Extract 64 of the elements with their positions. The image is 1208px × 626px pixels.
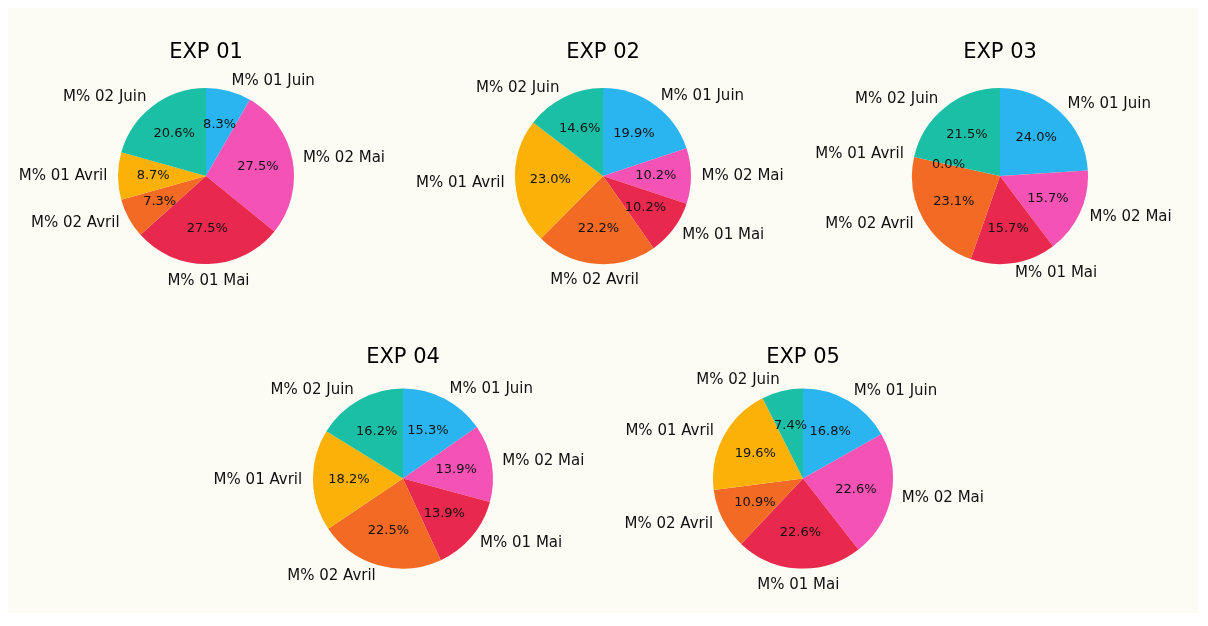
data-label: 16.2% (356, 422, 398, 438)
data-label: 15.7% (1027, 189, 1069, 205)
data-label: 21.5% (946, 126, 988, 142)
slice-label: M% 01 Mai (1015, 263, 1098, 282)
chart-title: EXP 05 (766, 344, 840, 369)
data-label: 10.2% (635, 167, 677, 183)
data-label: 18.2% (328, 470, 370, 486)
slice-label: M% 01 Juin (449, 379, 534, 398)
data-label: 23.1% (933, 193, 975, 209)
data-label: 8.3% (203, 116, 237, 132)
data-label: 22.6% (779, 523, 822, 539)
slice-label: M% 02 Avril (550, 270, 639, 289)
data-label: 22.5% (367, 521, 410, 537)
chart-title: EXP 04 (366, 344, 440, 369)
slice-label: M% 02 Juin (63, 87, 147, 106)
chart-title: EXP 02 (566, 39, 640, 64)
data-label: 14.6% (558, 120, 601, 136)
slice-label: M% 02 Mai (1089, 207, 1172, 226)
data-label: 10.9% (734, 494, 776, 510)
slice-label: M% 01 Avril (625, 421, 715, 440)
data-label: 23.0% (529, 171, 571, 187)
slice-label: M% 02 Mai (302, 147, 386, 166)
data-label: 15.3% (407, 422, 449, 438)
slice-label: M% 02 Mai (701, 165, 784, 184)
slice-label: M% 01 Mai (167, 270, 250, 289)
data-label: 20.6% (153, 125, 195, 141)
slice-label: M% 01 Avril (416, 172, 505, 191)
slice-label: M% 01 Juin (231, 70, 315, 89)
slice-label: M% 01 Juin (853, 381, 938, 400)
data-label: 27.5% (186, 220, 228, 236)
data-label: 24.0% (1015, 128, 1057, 144)
data-label: 7.3% (143, 192, 177, 208)
slice-label: M% 02 Avril (30, 213, 120, 232)
data-label: 13.9% (423, 504, 465, 520)
slice-label: M% 02 Avril (825, 213, 914, 232)
slice-label: M% 01 Avril (213, 470, 303, 489)
data-label: 16.8% (809, 423, 851, 439)
category-label: M% 01 Avril (815, 144, 904, 163)
data-label: 22.2% (577, 220, 620, 236)
slice-label: M% 01 Avril (18, 165, 108, 184)
data-label: 19.6% (734, 444, 776, 460)
chart-title: EXP 01 (169, 39, 243, 64)
chart-title: EXP 03 (963, 39, 1037, 64)
data-label: 15.7% (987, 219, 1029, 235)
data-label: 19.9% (613, 124, 655, 140)
slice-label: M% 02 Mai (901, 488, 984, 507)
data-label: 10.2% (624, 198, 667, 214)
data-label: 27.5% (237, 157, 279, 173)
slice-label: M% 02 Juin (854, 89, 939, 108)
slice-label: M% 02 Juin (270, 380, 354, 399)
data-label: 7.4% (774, 417, 808, 433)
data-label: 8.7% (136, 167, 170, 183)
slice-label: M% 01 Mai (480, 533, 563, 552)
slice-label: M% 02 Avril (624, 514, 714, 533)
slice-label: M% 02 Juin (696, 370, 780, 389)
slice-label: M% 01 Juin (660, 86, 745, 105)
data-label: 13.9% (435, 460, 477, 476)
slice-label: M% 02 Juin (475, 77, 560, 96)
slice-label: M% 01 Mai (757, 575, 840, 594)
slice-label: M% 02 Avril (287, 565, 376, 584)
slice-label: M% 02 Mai (502, 451, 585, 470)
data-label: 22.6% (835, 480, 877, 496)
slice-label: M% 01 Mai (682, 224, 765, 243)
slice-label: M% 01 Juin (1067, 94, 1151, 113)
